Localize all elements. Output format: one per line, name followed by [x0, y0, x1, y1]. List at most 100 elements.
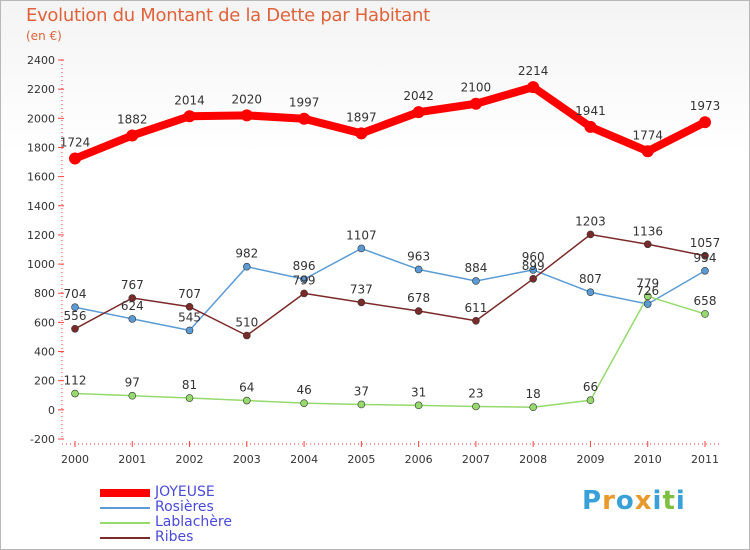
logo-letter: P — [582, 486, 603, 516]
y-tick-label: 1600 — [27, 171, 55, 184]
data-label: 2100 — [461, 81, 492, 95]
x-tick-label: 2002 — [176, 453, 204, 466]
x-tick-label: 2001 — [118, 453, 146, 466]
data-point — [185, 394, 194, 402]
data-label: 963 — [407, 249, 430, 263]
data-label: 1882 — [117, 113, 148, 127]
data-point — [128, 315, 137, 323]
legend-item: Rosières — [100, 499, 300, 516]
y-tick-label: 200 — [34, 375, 55, 388]
legend-swatch — [100, 507, 150, 509]
data-label: 779 — [636, 276, 659, 290]
data-label: 46 — [296, 383, 311, 397]
data-point — [414, 265, 423, 274]
logo-letter: t — [662, 486, 676, 516]
data-labels: 704 624 545 982 896 1107 963 884 960 807 726 954 112… — [60, 64, 721, 401]
data-point — [69, 152, 81, 165]
y-tick-label: 1800 — [27, 141, 55, 154]
data-label: 1107 — [346, 228, 377, 242]
data-point — [472, 277, 480, 285]
logo-letter: r — [602, 486, 616, 516]
data-point — [243, 262, 251, 271]
data-label: 1897 — [346, 110, 377, 124]
data-label: 1136 — [632, 224, 663, 238]
data-label: 737 — [350, 282, 373, 296]
y-tick-label: 2400 — [27, 54, 55, 67]
x-tick-label: 2007 — [462, 453, 490, 466]
data-point — [701, 251, 709, 260]
y-tick-label: 2000 — [27, 112, 55, 125]
x-tick-label: 2006 — [405, 453, 433, 466]
data-label: 97 — [125, 376, 140, 390]
data-label: 1057 — [690, 236, 721, 250]
chart-subtitle: (en €) — [26, 29, 62, 43]
y-tick-label: 800 — [34, 287, 55, 300]
x-tick-label: 2011 — [691, 453, 719, 466]
proxiti-logo: Proxiti — [582, 486, 686, 516]
legend-label: Rosières — [155, 499, 214, 515]
logo-letter: i — [675, 486, 686, 516]
data-label: 510 — [235, 316, 258, 330]
legend: JOYEUSE Rosières Lablachère Ribes — [100, 484, 300, 546]
data-label: 81 — [182, 378, 197, 392]
data-point — [357, 298, 366, 307]
data-point — [240, 109, 253, 122]
data-label: 1973 — [690, 99, 721, 113]
data-label: 23 — [468, 386, 483, 400]
data-point — [586, 396, 595, 405]
x-tick-label: 2004 — [290, 453, 318, 466]
data-point — [300, 275, 308, 284]
y-tick-label: 400 — [34, 346, 55, 359]
y-tick-label: 1400 — [27, 200, 55, 213]
data-point — [71, 303, 79, 312]
data-point — [185, 326, 194, 335]
data-point — [469, 97, 482, 110]
data-label: 767 — [121, 278, 144, 292]
data-label: 1203 — [575, 214, 606, 228]
data-point — [643, 240, 652, 249]
data-label: 960 — [522, 250, 545, 264]
series-line — [74, 247, 706, 332]
data-point — [414, 401, 423, 410]
data-point — [414, 307, 423, 315]
data-point — [643, 292, 652, 301]
data-point — [699, 116, 711, 129]
legend-label: JOYEUSE — [155, 484, 215, 500]
data-label: 807 — [579, 272, 602, 286]
data-label: 64 — [239, 381, 254, 395]
series-points — [69, 81, 711, 412]
data-point — [243, 331, 251, 340]
legend-item: Ribes — [100, 529, 300, 546]
data-label: 704 — [64, 287, 87, 301]
x-tick-label: 2009 — [576, 453, 604, 466]
y-tick-label: 1000 — [27, 258, 55, 271]
data-point — [472, 316, 480, 325]
x-tick-label: 2000 — [61, 453, 89, 466]
data-label: 2014 — [174, 93, 205, 107]
data-point — [586, 288, 595, 297]
data-label: 678 — [407, 291, 430, 305]
data-point — [185, 302, 194, 311]
data-point — [701, 266, 709, 275]
data-label: 624 — [121, 299, 144, 313]
y-tick-label: -200 — [30, 433, 55, 446]
data-label: 556 — [64, 309, 87, 323]
x-tick-label: 2008 — [519, 453, 547, 466]
data-point — [584, 120, 597, 133]
data-point — [529, 266, 537, 274]
data-label: 1997 — [289, 96, 320, 110]
data-label: 2020 — [232, 92, 263, 106]
data-point — [529, 274, 537, 283]
axes: -200 0 200 400 600 800 1000 1200 1400 1600 1800 200… — [27, 54, 720, 466]
data-point — [298, 112, 311, 125]
data-point — [183, 110, 196, 123]
data-label: 707 — [178, 287, 201, 301]
data-label: 37 — [354, 384, 369, 398]
data-point — [357, 400, 366, 409]
y-tick-label: 1200 — [27, 229, 55, 242]
data-label: 799 — [293, 273, 316, 287]
x-tick-label: 2005 — [347, 453, 375, 466]
data-label: 1774 — [632, 128, 663, 142]
data-label: 66 — [583, 380, 598, 394]
